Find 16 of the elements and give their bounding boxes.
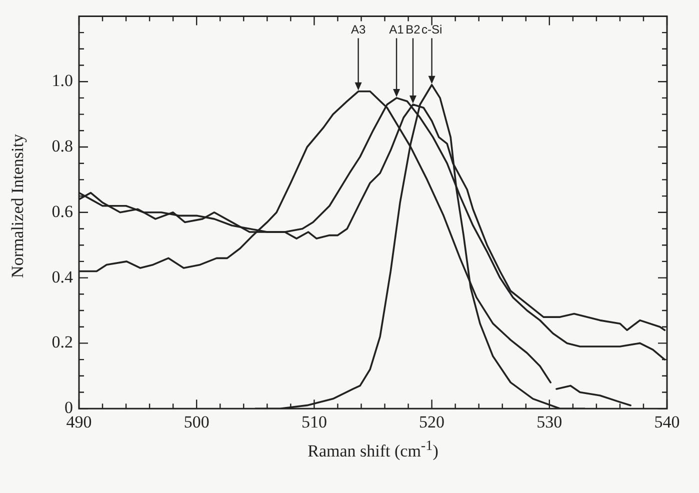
annotation: A3 <box>350 22 366 37</box>
y-tick-label: 0.6 <box>52 202 73 221</box>
annotation: B2 <box>406 22 421 37</box>
y-axis-title: Normalized Intensity <box>8 133 28 280</box>
x-tick-label: 500 <box>184 412 210 432</box>
y-tick-label: 0.2 <box>52 332 73 352</box>
y-tick-label: 1.0 <box>52 71 73 90</box>
annotation: A1 <box>389 22 404 37</box>
annotation: c-Si <box>421 22 442 37</box>
x-tick-label: 530 <box>536 412 562 432</box>
x-tick-label: 510 <box>301 412 327 432</box>
y-tick-label: 0.8 <box>52 136 73 156</box>
x-tick-label: 520 <box>419 412 445 432</box>
y-tick-label: 0.4 <box>52 267 74 286</box>
x-axis-title: Raman shift (cm$^{-1}$) <box>306 438 440 462</box>
x-tick-label: 540 <box>654 412 680 432</box>
